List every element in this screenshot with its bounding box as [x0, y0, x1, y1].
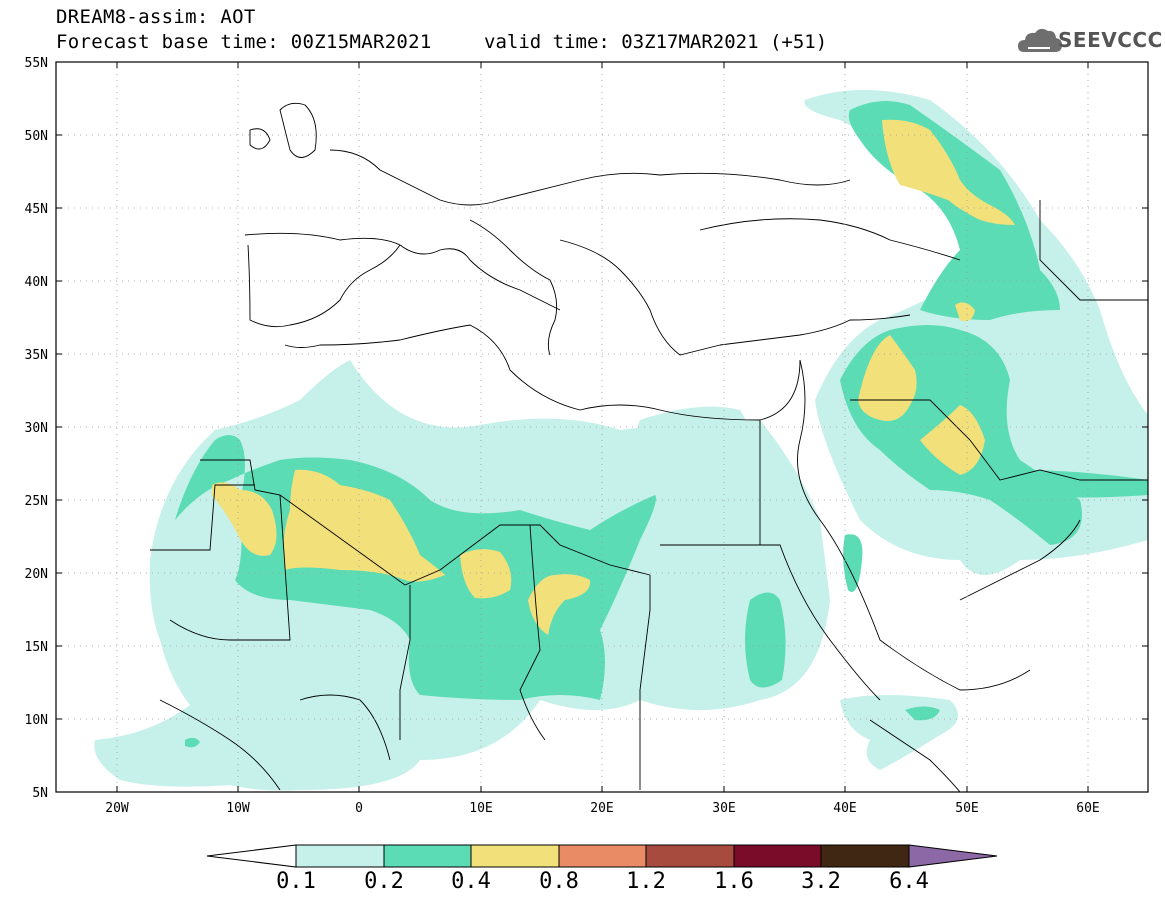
forecast-base-time: Forecast base time: 00Z15MAR2021 [56, 31, 432, 53]
colorbar-segment [383, 844, 472, 868]
colorbar-segment [470, 844, 560, 868]
colorbar-segment [558, 844, 647, 868]
lon-label: 20E [590, 801, 613, 816]
colorbar-segment [820, 844, 910, 868]
cloud-icon [1018, 28, 1062, 52]
colorbar-label: 1.2 [626, 869, 666, 894]
lat-label: 10N [25, 713, 48, 728]
colorbar-segment [645, 844, 735, 868]
lon-labels: 20W 10W 0 10E 20E 30E 40E 50E 60E [105, 801, 1099, 816]
lon-label: 20W [105, 801, 129, 816]
colorbar-segment [295, 844, 385, 868]
map-title: DREAM8-assim: AOT [56, 6, 256, 28]
colorbar [206, 844, 998, 868]
lat-label: 45N [25, 202, 48, 217]
colorbar-label: 0.4 [451, 869, 491, 894]
colorbar-label: 0.8 [539, 869, 579, 894]
lat-label: 30N [25, 421, 48, 436]
lat-label: 5N [32, 786, 48, 801]
colorbar-low-arrow [206, 844, 297, 868]
colorbar-label: 3.2 [801, 869, 841, 894]
colorbar-high-arrow [908, 844, 998, 868]
lon-label: 60E [1076, 801, 1099, 816]
lon-label: 10E [469, 801, 492, 816]
colorbar-label: 0.2 [364, 869, 404, 894]
colorbar-label: 6.4 [889, 869, 929, 894]
valid-time: valid time: 03Z17MAR2021 (+51) [484, 31, 828, 53]
lat-label: 20N [25, 567, 48, 582]
lon-label: 10W [226, 801, 250, 816]
lat-label: 40N [25, 275, 48, 290]
colorbar-segment [733, 844, 822, 868]
colorbar-label: 0.1 [276, 869, 316, 894]
aot-shading [94, 90, 1148, 791]
lat-label: 50N [25, 129, 48, 144]
axis-ticks [56, 62, 1148, 792]
lat-label: 15N [25, 640, 48, 655]
logo-text: SEEVCCC [1058, 28, 1163, 52]
aot-level-0.4 [212, 119, 1015, 635]
colorbar-label: 1.6 [714, 869, 754, 894]
lat-label: 25N [25, 494, 48, 509]
lat-label: 35N [25, 348, 48, 363]
lon-label: 0 [355, 801, 363, 816]
country-borders [150, 102, 1148, 792]
lon-label: 30E [712, 801, 735, 816]
lon-label: 50E [955, 801, 978, 816]
lon-label: 40E [833, 801, 856, 816]
lat-label: 55N [25, 56, 48, 71]
graticule [56, 62, 1148, 792]
lat-labels: 55N 50N 45N 40N 35N 30N 25N 20N 15N 10N … [25, 56, 48, 801]
